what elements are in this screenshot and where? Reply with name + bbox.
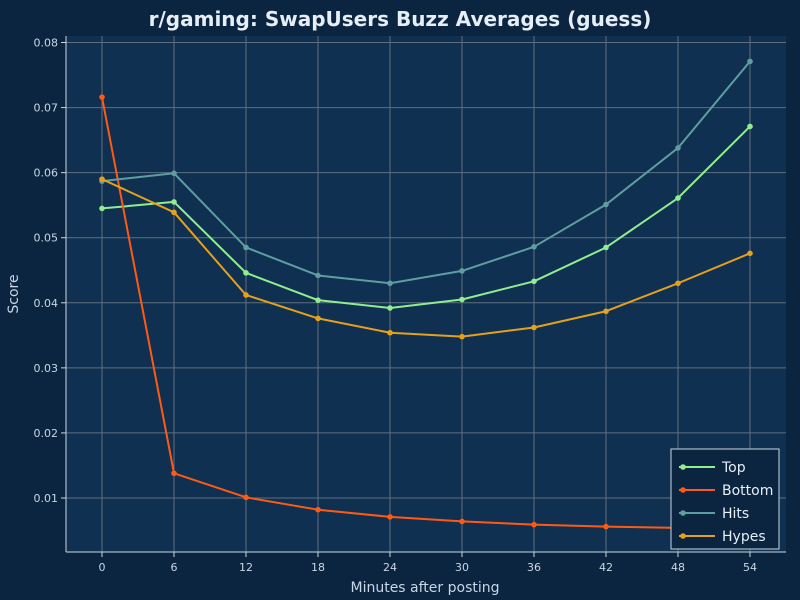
series-hypes [99, 176, 753, 340]
data-point-hypes [243, 292, 249, 298]
plot-area [66, 36, 786, 552]
y-tick-label: 0.03 [34, 362, 59, 375]
x-axis-title: Minutes after posting [350, 580, 499, 596]
y-axis-title: Score [6, 274, 22, 313]
x-tick-label: 6 [171, 561, 178, 574]
legend-label: Top [721, 460, 746, 476]
legend-item-hits: Hits [679, 506, 749, 522]
data-point-top [459, 296, 465, 303]
data-point-hits [171, 170, 177, 177]
legend-swatch-marker [680, 487, 686, 493]
series-line-bottom [101, 96, 751, 530]
data-point-bottom [315, 506, 321, 513]
series-lines [99, 58, 753, 532]
chart-title: r/gaming: SwapUsers Buzz Averages (guess… [149, 7, 652, 31]
data-point-hits [243, 244, 249, 251]
series-line-hits [101, 60, 751, 285]
data-point-top [315, 297, 321, 303]
x-tick-label: 36 [527, 561, 541, 574]
x-tick-label: 48 [671, 561, 685, 574]
data-point-top [171, 199, 177, 205]
data-point-hits [459, 268, 465, 274]
data-point-top [243, 270, 249, 276]
grid-lines [66, 36, 786, 552]
data-point-bottom [603, 523, 609, 530]
data-point-hypes [387, 329, 393, 336]
data-point-bottom [531, 521, 537, 528]
y-tick-label: 0.02 [34, 427, 59, 440]
data-point-bottom [243, 494, 249, 501]
data-point-hits [603, 201, 609, 208]
legend-swatch-marker [680, 533, 686, 539]
legend-label: Hypes [722, 529, 766, 545]
data-point-top [603, 244, 609, 251]
y-tick-label: 0.06 [34, 167, 59, 180]
data-point-top [531, 278, 537, 285]
data-point-top [747, 123, 753, 130]
data-point-top [387, 305, 393, 311]
data-point-hits [747, 58, 753, 65]
data-point-hypes [315, 315, 321, 322]
y-tick-label: 0.08 [34, 37, 59, 50]
legend-swatch-marker [680, 464, 686, 470]
axes: 0 6 12 18 24 30 36 42 48 54 0.01 0.02 0.03 0.04 0.05 0.… [34, 36, 786, 574]
legend-label: Hits [722, 506, 749, 522]
data-point-hypes [531, 324, 537, 331]
series-hits [99, 58, 753, 287]
legend-item-bottom: Bottom [679, 483, 773, 499]
legend-item-hypes: Hypes [679, 529, 766, 545]
data-point-hits [675, 145, 681, 151]
data-point-hits [531, 244, 537, 250]
series-top [99, 123, 753, 311]
data-point-hits [315, 272, 321, 279]
data-point-hypes [675, 280, 681, 287]
y-tick-label: 0.01 [34, 492, 59, 505]
y-tick-label: 0.05 [34, 232, 59, 245]
data-point-hypes [747, 250, 753, 257]
data-point-bottom [459, 518, 465, 525]
x-tick-label: 12 [239, 561, 253, 574]
y-tick-label: 0.07 [34, 102, 59, 115]
data-point-hypes [171, 209, 177, 216]
legend-label: Bottom [722, 483, 773, 499]
data-point-bottom [99, 94, 105, 100]
x-tick-label: 24 [383, 561, 397, 574]
data-point-bottom [387, 514, 393, 520]
x-tick-label: 30 [455, 561, 469, 574]
x-tick-label: 18 [311, 561, 325, 574]
data-point-hypes [603, 308, 609, 315]
data-point-hypes [459, 333, 465, 340]
legend-item-top: Top [679, 460, 746, 476]
data-point-bottom [171, 470, 177, 477]
data-point-hypes [99, 176, 105, 182]
data-point-top [675, 195, 681, 201]
legend-swatch-marker [680, 510, 686, 516]
legend: Top Bottom Hits Hypes [670, 448, 780, 550]
x-tick-label: 54 [743, 561, 757, 574]
legend-box [670, 448, 780, 550]
y-tick-label: 0.04 [34, 297, 59, 310]
series-line-hypes [101, 178, 751, 338]
x-tick-label: 42 [599, 561, 613, 574]
data-point-top [99, 205, 105, 212]
series-line-top [101, 125, 751, 309]
data-point-hits [387, 280, 393, 287]
x-tick-label: 0 [99, 561, 106, 574]
